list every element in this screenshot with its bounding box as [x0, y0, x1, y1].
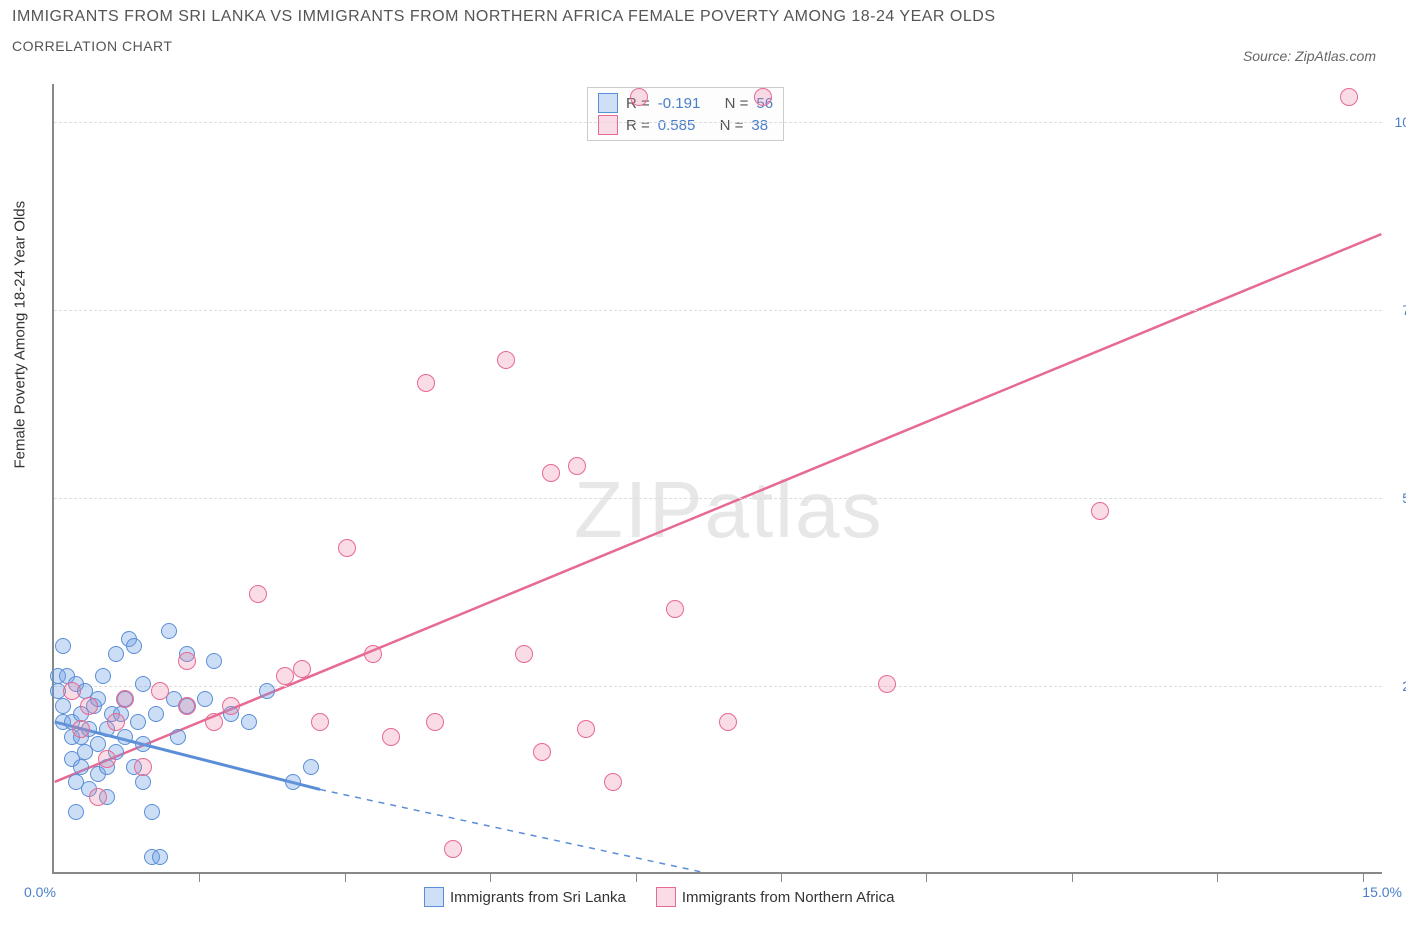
data-point [878, 675, 896, 693]
data-point [426, 713, 444, 731]
data-point [285, 774, 301, 790]
legend-item-northern-africa: Immigrants from Northern Africa [656, 887, 895, 907]
data-point [533, 743, 551, 761]
data-point [1340, 88, 1358, 106]
x-tick [636, 872, 637, 882]
data-point [577, 720, 595, 738]
x-tick [781, 872, 782, 882]
data-point [98, 750, 116, 768]
source-attribution: Source: ZipAtlas.com [1243, 48, 1376, 64]
y-tick-label: 25.0% [1402, 678, 1406, 694]
data-point [108, 646, 124, 662]
gridline [54, 686, 1382, 687]
data-point [148, 706, 164, 722]
legend-label-northern-africa: Immigrants from Northern Africa [682, 889, 895, 906]
y-tick-label: 75.0% [1402, 302, 1406, 318]
data-point [89, 788, 107, 806]
data-point [135, 676, 151, 692]
data-point [95, 668, 111, 684]
data-point [178, 652, 196, 670]
data-point [604, 773, 622, 791]
data-point [161, 623, 177, 639]
x-tick [926, 872, 927, 882]
x-axis-min-label: 0.0% [24, 884, 56, 900]
x-tick [1072, 872, 1073, 882]
data-point [754, 88, 772, 106]
data-point [338, 539, 356, 557]
stats-row-sri-lanka: R = -0.191 N = 56 [598, 92, 773, 114]
data-point [126, 638, 142, 654]
x-tick [490, 872, 491, 882]
data-point [152, 849, 168, 865]
y-axis-label: Female Poverty Among 18-24 Year Olds [12, 201, 29, 469]
data-point [444, 840, 462, 858]
swatch-northern-africa [598, 115, 618, 135]
data-point [170, 729, 186, 745]
gridline [54, 122, 1382, 123]
data-point [151, 682, 169, 700]
data-point [222, 697, 240, 715]
data-point [73, 759, 89, 775]
data-point [276, 667, 294, 685]
x-tick [1217, 872, 1218, 882]
data-point [241, 714, 257, 730]
chart-plot-area: ZIPatlas R = -0.191 N = 56 R = 0.585 N =… [52, 84, 1382, 874]
data-point [134, 758, 152, 776]
data-point [135, 736, 151, 752]
x-axis-max-label: 15.0% [1362, 884, 1402, 900]
data-point [135, 774, 151, 790]
data-point [303, 759, 319, 775]
x-tick [199, 872, 200, 882]
gridline [54, 310, 1382, 311]
chart-title: IMMIGRANTS FROM SRI LANKA VS IMMIGRANTS … [12, 8, 996, 26]
data-point [206, 653, 222, 669]
data-point [497, 351, 515, 369]
data-point [249, 585, 267, 603]
data-point [542, 464, 560, 482]
data-point [630, 88, 648, 106]
data-point [417, 374, 435, 392]
data-point [293, 660, 311, 678]
gridline [54, 498, 1382, 499]
data-point [205, 713, 223, 731]
data-point [55, 698, 71, 714]
data-point [197, 691, 213, 707]
watermark: ZIPatlas [574, 464, 883, 556]
data-point [80, 697, 98, 715]
data-point [68, 804, 84, 820]
data-point [130, 714, 146, 730]
chart-subtitle: CORRELATION CHART [12, 38, 996, 54]
data-point [117, 729, 133, 745]
y-tick-label: 100.0% [1395, 114, 1406, 130]
legend-label-sri-lanka: Immigrants from Sri Lanka [450, 889, 626, 906]
data-point [116, 690, 134, 708]
data-point [515, 645, 533, 663]
data-point [311, 713, 329, 731]
data-point [382, 728, 400, 746]
legend-swatch-sri-lanka [424, 887, 444, 907]
legend-item-sri-lanka: Immigrants from Sri Lanka [424, 887, 626, 907]
x-tick [1363, 872, 1364, 882]
data-point [63, 682, 81, 700]
data-point [72, 720, 90, 738]
stats-row-northern-africa: R = 0.585 N = 38 [598, 114, 773, 136]
data-point [178, 697, 196, 715]
data-point [719, 713, 737, 731]
data-point [144, 804, 160, 820]
data-point [666, 600, 684, 618]
swatch-sri-lanka [598, 93, 618, 113]
x-tick [345, 872, 346, 882]
data-point [364, 645, 382, 663]
y-tick-label: 50.0% [1402, 490, 1406, 506]
data-point [568, 457, 586, 475]
series-legend: Immigrants from Sri Lanka Immigrants fro… [424, 887, 894, 907]
data-point [55, 638, 71, 654]
data-point [107, 713, 125, 731]
legend-swatch-northern-africa [656, 887, 676, 907]
data-point [1091, 502, 1109, 520]
data-point [259, 683, 275, 699]
